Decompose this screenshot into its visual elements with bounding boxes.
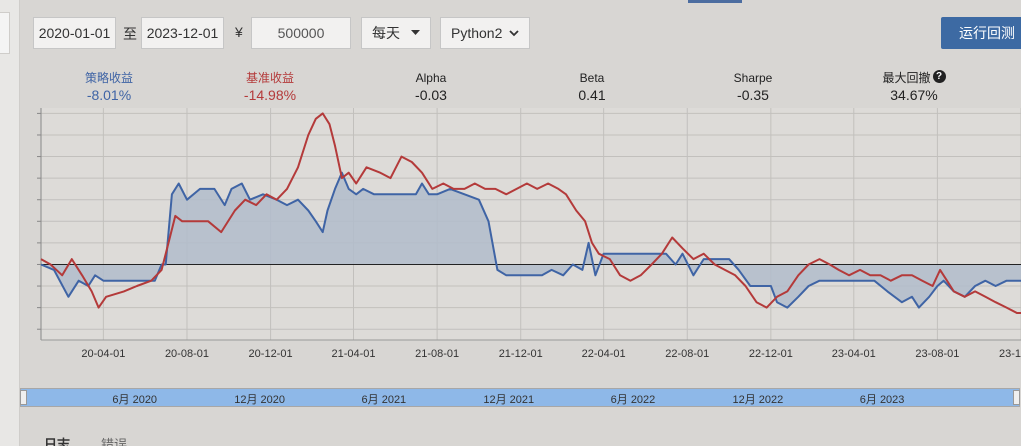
metric-label-text: 最大回撤 (882, 71, 931, 85)
frequency-value: 每天 (372, 25, 400, 41)
strategy-area (41, 172, 1021, 308)
metric-beta: Beta 0.41 (532, 70, 652, 104)
backtest-toolbar: 2020-01-01 至 2023-12-01 ¥ 500000 每天 Pyth… (20, 0, 1021, 64)
metric-label: Sharpe (733, 71, 773, 85)
left-sidebar-strip (0, 0, 20, 446)
metric-sharpe: Sharpe -0.35 (693, 70, 813, 104)
navigator-date-label: 12月 2022 (732, 394, 784, 406)
x-tick-label: 21-12-01 (499, 348, 543, 360)
metric-label: Beta (579, 71, 605, 85)
benchmark-line (40, 112, 1021, 314)
end-date-input[interactable]: 2023-12-01 (141, 17, 224, 49)
metric-max-drawdown: 最大回撤? 34.67% (854, 70, 974, 104)
metric-value: -0.03 (415, 87, 447, 103)
metric-value: 34.67% (890, 87, 938, 103)
navigator-date-label: 12月 2021 (483, 394, 535, 406)
sidebar-toggle[interactable] (0, 12, 10, 54)
navigator-date-label: 6月 2022 (610, 394, 656, 406)
metric-label: 基准收益 (245, 71, 294, 85)
navigator-date-label: 6月 2023 (859, 394, 905, 406)
range-navigator[interactable]: 6月 2020 12月 2020 6月 2021 12月 2021 6月 2022 12月… (20, 388, 1020, 407)
help-icon[interactable]: ? (932, 70, 946, 83)
x-tick-label: 20-04-01 (81, 348, 125, 360)
metrics-row: 策略收益 -8.01% 基准收益 -14.98% Alpha -0.03 Bet… (20, 64, 1021, 108)
tab-log[interactable]: 日志 (44, 437, 71, 446)
capital-input[interactable]: 500000 (251, 17, 351, 49)
python-version-value: Python2 (451, 25, 503, 41)
x-tick-label: 20-08-01 (165, 348, 209, 360)
top-tab-indicator (688, 0, 742, 3)
metric-label: 策略收益 (84, 71, 133, 85)
x-tick-label: 23-12-01 (999, 348, 1021, 360)
x-tick-label: 20-12-01 (249, 348, 293, 360)
metric-value: 0.41 (578, 87, 606, 103)
metric-label: Alpha (415, 71, 447, 85)
x-tick-label: 22-12-01 (749, 348, 793, 360)
currency-symbol: ¥ (235, 24, 243, 40)
navigator-date-label: 12月 2020 (234, 394, 286, 406)
navigator-date-label: 6月 2020 (112, 394, 158, 406)
metric-value: -14.98% (243, 87, 297, 103)
chevron-down-icon (509, 29, 519, 36)
python-version-select[interactable]: Python2 (440, 17, 530, 49)
navigator-left-handle[interactable] (20, 390, 27, 405)
metric-strategy-return: 策略收益 -8.01% (49, 70, 169, 104)
metric-alpha: Alpha -0.03 (371, 70, 491, 104)
metric-value: -8.01% (86, 87, 132, 103)
x-tick-label: 23-08-01 (915, 348, 959, 360)
results-panel: 策略收益 -8.01% 基准收益 -14.98% Alpha -0.03 Bet… (20, 64, 1021, 446)
tab-errors[interactable]: 错误 (101, 437, 128, 446)
x-tick-label: 23-04-01 (832, 348, 876, 360)
frequency-select[interactable]: 每天 (361, 17, 431, 49)
metric-label: 最大回撤? (854, 70, 974, 86)
metric-value: -0.35 (737, 87, 769, 103)
to-label: 至 (123, 26, 137, 42)
metric-benchmark-return: 基准收益 -14.98% (210, 70, 330, 104)
x-tick-label: 21-04-01 (331, 348, 375, 360)
x-tick-label: 22-08-01 (665, 348, 709, 360)
start-date-input[interactable]: 2020-01-01 (33, 17, 116, 49)
navigator-date-label: 6月 2021 (361, 394, 407, 406)
returns-chart[interactable]: 20-04-01 20-08-01 20-12-01 21-04-01 21-08-01… (20, 64, 1021, 374)
x-tick-label: 22-04-01 (582, 348, 626, 360)
navigator-right-handle[interactable] (1013, 390, 1020, 405)
x-tick-label: 21-08-01 (415, 348, 459, 360)
caret-down-icon (411, 30, 420, 35)
strategy-line (40, 171, 1021, 309)
run-backtest-button[interactable]: 运行回测 (941, 17, 1021, 49)
